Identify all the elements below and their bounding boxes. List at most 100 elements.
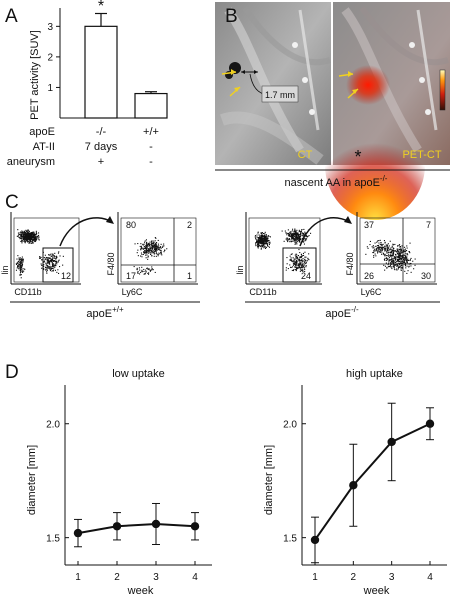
flow-dot: [299, 268, 301, 270]
flow-dot: [306, 238, 308, 240]
flow-dot: [25, 239, 27, 241]
flow-dot: [23, 230, 25, 232]
flow-dot: [20, 271, 22, 273]
flow-dot: [46, 261, 48, 263]
flow-dot: [155, 253, 157, 255]
flow-dot: [293, 238, 295, 240]
flow-dot: [374, 250, 376, 252]
flow-dot: [409, 242, 411, 244]
flow-dot: [45, 258, 47, 260]
flow-dot: [294, 228, 296, 230]
arrow-icon: [221, 69, 237, 75]
flow-dot: [24, 232, 26, 234]
flow-dot: [406, 253, 408, 255]
flow-dot: [388, 254, 390, 256]
flow-dot: [49, 254, 51, 256]
flow-dot: [394, 259, 396, 261]
flow-dot: [289, 259, 291, 261]
flow-dot: [30, 242, 32, 244]
flow-dot: [264, 243, 266, 245]
flow-dot: [150, 242, 152, 244]
flow-dot: [23, 231, 25, 233]
flow-dot: [27, 229, 29, 231]
flow-dot: [144, 250, 146, 252]
flow-dot: [373, 246, 375, 248]
arrow-icon: [338, 71, 354, 77]
flow-dot: [153, 249, 155, 251]
flow-dot: [48, 267, 50, 269]
flow-dot: [305, 266, 307, 268]
flow-dot: [382, 247, 384, 249]
flow-dot: [299, 238, 301, 240]
flow-dot: [263, 239, 265, 241]
flow-dot: [409, 263, 411, 265]
flow-dot: [35, 237, 37, 239]
flow-dot: [57, 260, 59, 262]
flow-dot: [19, 233, 21, 235]
flow-dot: [295, 253, 297, 255]
flow-dot: [26, 234, 28, 236]
flow-dot: [147, 252, 149, 254]
flow-dot: [150, 253, 152, 255]
flow-dot: [404, 261, 406, 263]
flow-dot: [155, 251, 157, 253]
axis-lin-left: lin: [0, 265, 10, 274]
flow-dot: [385, 248, 387, 250]
flow-dot: [287, 229, 289, 231]
flow-dot: [366, 246, 368, 248]
flow-dot: [140, 243, 142, 245]
flow-dot: [48, 254, 50, 256]
line-chart: low uptake 1.5 2.0 diameter [mm] 1 2 3 4 week: [26, 368, 212, 597]
flow-dot: [385, 262, 387, 264]
flow-dot: [255, 243, 257, 245]
flow-dot: [409, 252, 411, 254]
flow-dot: [384, 257, 386, 259]
flow-dot: [267, 243, 269, 245]
data-point: [151, 519, 161, 529]
flow-dot: [149, 246, 151, 248]
flow-dot: [259, 245, 261, 247]
flow-dot: [300, 232, 302, 234]
panel-b-measure: 1.7 mm: [265, 90, 295, 100]
ytick-label: 2.0: [283, 420, 297, 431]
flow-dot: [375, 245, 377, 247]
flow-dot: [35, 234, 37, 236]
flow-dot: [304, 231, 306, 233]
axis-f480-right: F4/80: [345, 252, 355, 275]
flow-dot: [33, 237, 35, 239]
flow-dot: [147, 268, 149, 270]
xtick-label: 4: [192, 572, 198, 583]
flow-dot: [154, 248, 156, 250]
flow-dot: [388, 265, 390, 267]
flow-dot: [31, 232, 33, 234]
flow-dot: [401, 256, 403, 258]
flow-dot: [21, 231, 23, 233]
flow-dot: [394, 269, 396, 271]
flow-dot: [147, 245, 149, 247]
flow-dot: [52, 264, 54, 266]
flow-dot: [263, 237, 265, 239]
flow-dot: [40, 256, 42, 258]
flow-dot: [308, 235, 310, 237]
flow-dot: [410, 271, 412, 273]
flow-dot: [301, 263, 303, 265]
flow-dot: [377, 249, 379, 251]
flow-dot: [256, 244, 258, 246]
flow-dot: [153, 252, 155, 254]
flow-dot: [391, 245, 393, 247]
flow-dot: [140, 255, 142, 257]
flow-dot: [22, 233, 24, 235]
flow-dot: [302, 233, 304, 235]
flow-dot: [399, 262, 401, 264]
flow-dot: [52, 266, 54, 268]
quadrant-value-right-ur: 7: [426, 220, 431, 230]
flow-dot: [384, 248, 386, 250]
flow-dot: [387, 266, 389, 268]
flow-dot: [396, 265, 398, 267]
flow-dot: [399, 246, 401, 248]
flow-dot: [396, 256, 398, 258]
flow-dot: [393, 265, 395, 267]
flow-dot: [305, 239, 307, 241]
flow-dot: [54, 260, 56, 262]
flow-dot: [298, 237, 300, 239]
